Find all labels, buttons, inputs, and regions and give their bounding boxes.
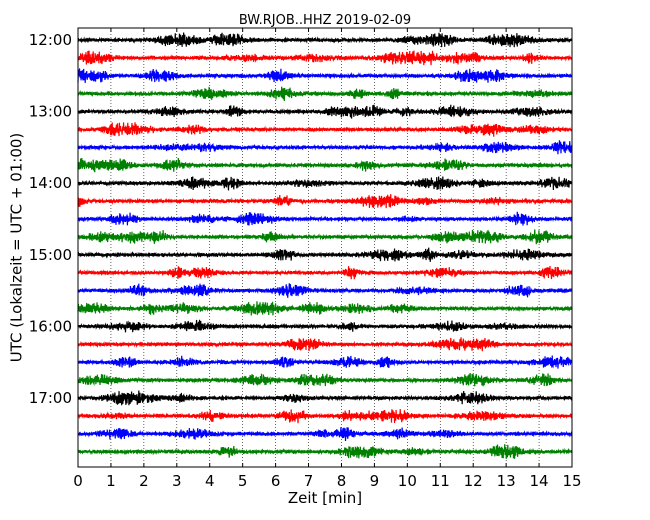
- x-tick-label: 7: [304, 472, 314, 490]
- trace-1230: [77, 68, 573, 83]
- x-tick-label: 5: [238, 472, 248, 490]
- y-tick-label: 13:00: [29, 103, 72, 121]
- y-tick-label: 14:00: [29, 174, 72, 192]
- x-tick-label: 14: [530, 472, 549, 490]
- trace-1245: [77, 86, 573, 101]
- plot-frame: [77, 27, 573, 468]
- x-tick-label: 3: [172, 472, 182, 490]
- x-tick-label: 2: [139, 472, 149, 490]
- trace-1600: [77, 319, 573, 333]
- y-tick-label: 17:00: [29, 389, 72, 407]
- trace-group: [77, 32, 573, 459]
- trace-1430: [77, 211, 573, 226]
- trace-1515: [77, 266, 573, 280]
- x-axis: 0 1 2 3 4 5 6 7 8 9 10 11 12 13 14 15: [73, 28, 582, 490]
- trace-1545: [77, 301, 573, 316]
- x-tick-label: 1: [106, 472, 116, 490]
- chart-title: BW.RJOB..HHZ 2019-02-09: [239, 13, 411, 28]
- trace-1415: [77, 194, 573, 209]
- trace-1730: [77, 427, 573, 442]
- trace-1345: [77, 158, 573, 173]
- trace-1745: [77, 444, 573, 459]
- y-axis: 12:00 13:00 14:00 15:00 16:00 17:00: [29, 31, 572, 407]
- x-tick-label: 12: [464, 472, 483, 490]
- trace-1615: [77, 337, 573, 352]
- y-tick-label: 15:00: [29, 246, 72, 264]
- trace-1630: [77, 355, 573, 369]
- trace-1215: [77, 50, 573, 66]
- x-tick-label: 13: [497, 472, 516, 490]
- trace-1300: [77, 104, 573, 119]
- x-tick-label: 15: [562, 472, 581, 490]
- vertical-grid: [110, 28, 540, 467]
- x-tick-label: 0: [73, 472, 83, 490]
- trace-1315: [77, 122, 573, 137]
- y-axis-label: UTC (Lokalzeit = UTC + 01:00): [8, 133, 26, 363]
- x-tick-label: 4: [205, 472, 215, 490]
- x-tick-label: 11: [431, 472, 450, 490]
- trace-1330: [77, 140, 573, 155]
- x-tick-label: 8: [337, 472, 347, 490]
- trace-1530: [77, 283, 573, 298]
- x-axis-label: Zeit [min]: [288, 489, 362, 507]
- trace-1400: [77, 176, 573, 191]
- trace-1700: [77, 390, 573, 406]
- x-tick-label: 10: [398, 472, 417, 490]
- x-tick-label: 6: [271, 472, 281, 490]
- trace-1445: [77, 229, 573, 245]
- trace-1200: [77, 32, 573, 48]
- trace-1715: [77, 409, 573, 424]
- x-tick-label: 9: [370, 472, 380, 490]
- trace-1645: [77, 372, 573, 387]
- y-tick-label: 16:00: [29, 317, 72, 335]
- trace-1500: [77, 247, 573, 262]
- y-tick-label: 12:00: [29, 31, 72, 49]
